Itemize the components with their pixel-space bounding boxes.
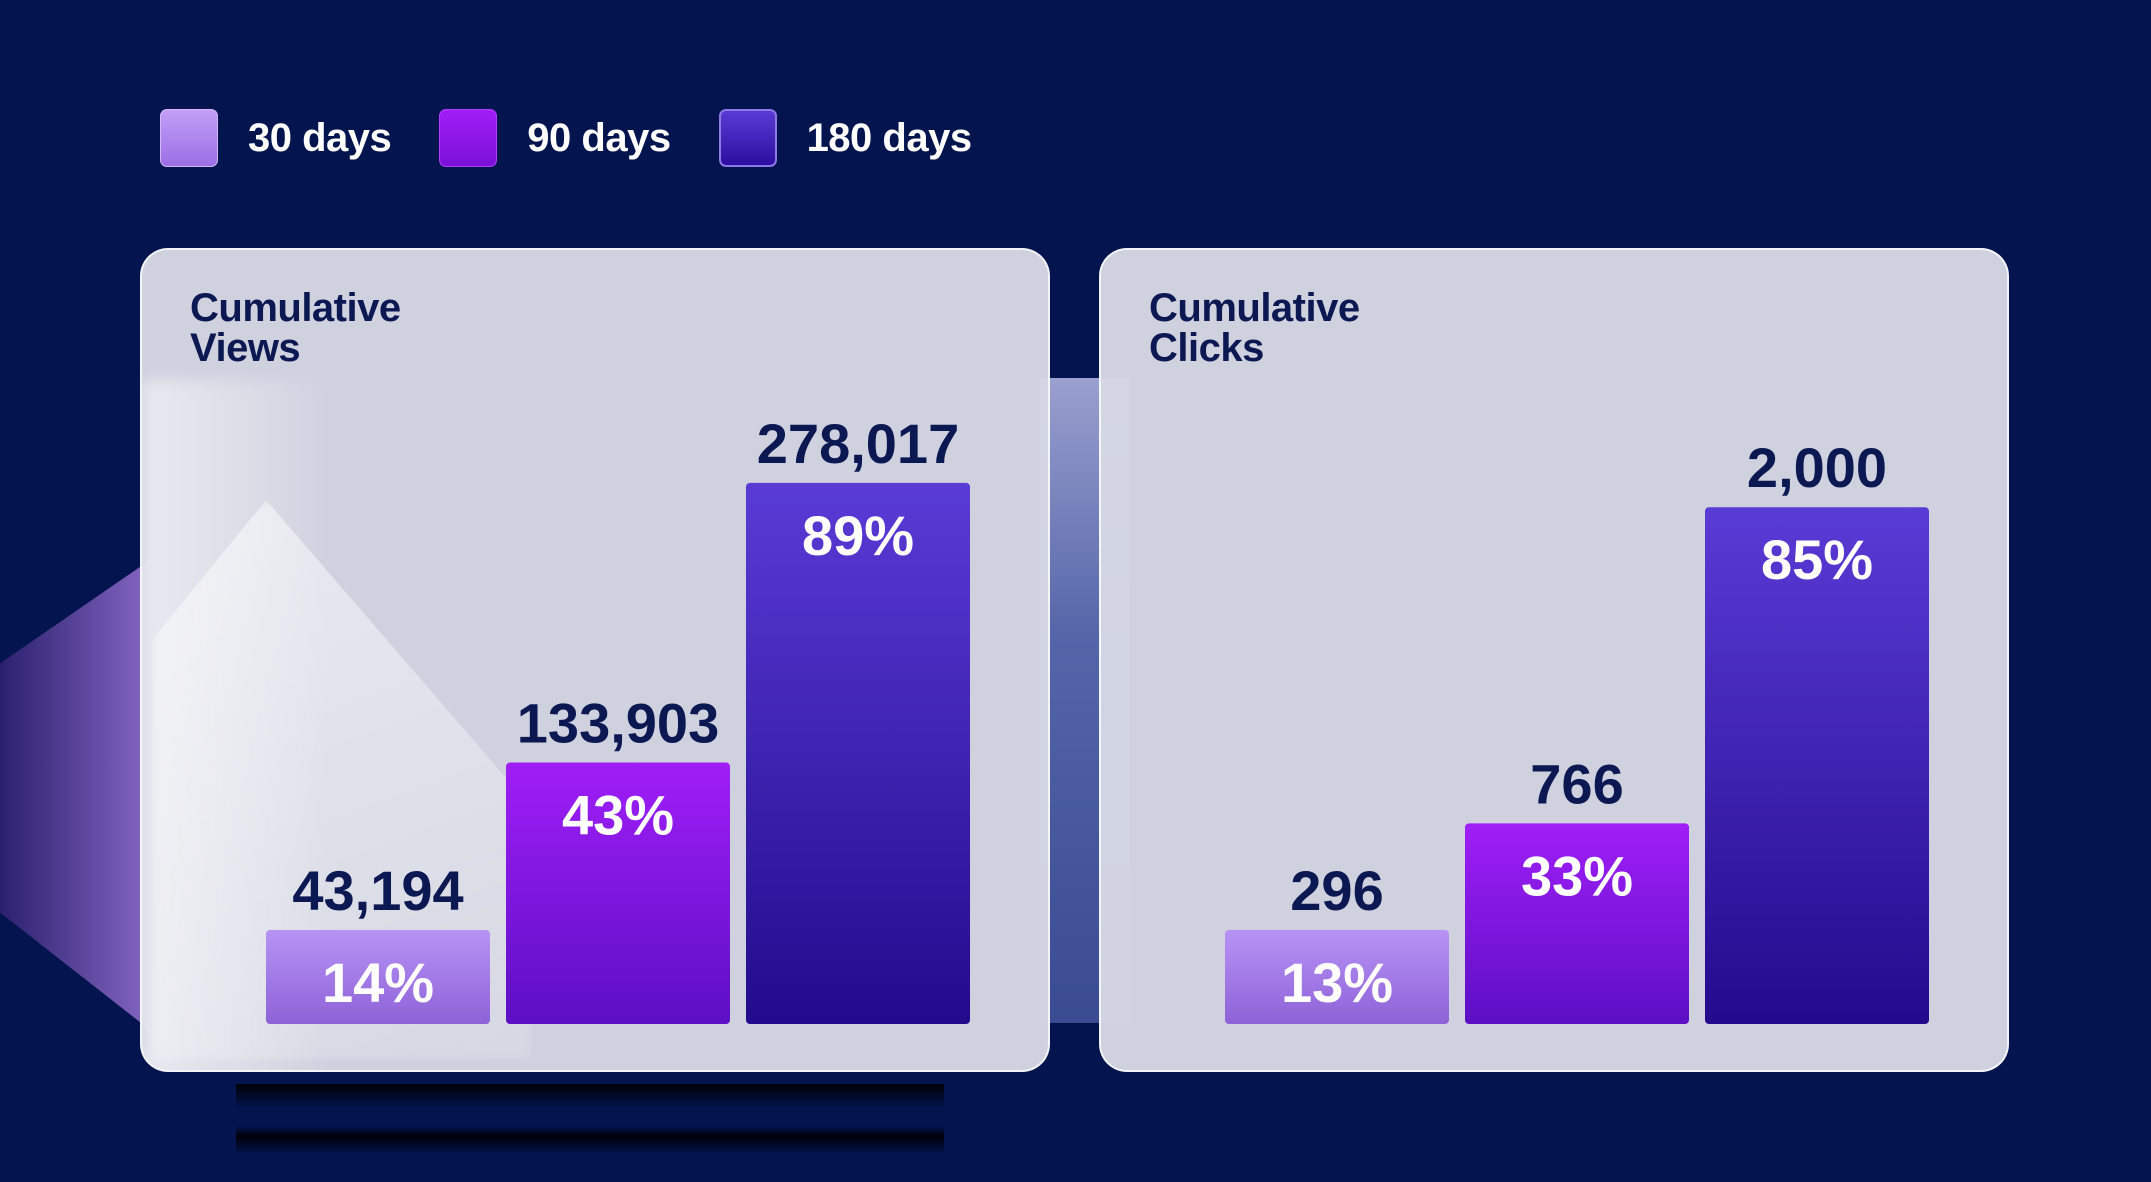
views-value-label-180-days: 278,017 (757, 412, 959, 475)
chart-legend: 30 days 90 days 180 days (160, 107, 1020, 169)
legend-label-180-days: 180 days (806, 115, 973, 160)
views-chart-title: Cumulative Views (190, 286, 401, 370)
clicks-chart-panel: Cumulative Clicks 296 13% 766 33% 2,000 85% (1099, 248, 2009, 1072)
clicks-percent-label-90-days: 33% (1521, 844, 1633, 907)
clicks-bar-180-days (1705, 507, 1929, 1024)
decorative-shape-left (0, 560, 150, 1030)
legend-label-90-days: 90 days (527, 115, 671, 160)
views-value-label-90-days: 133,903 (517, 692, 719, 755)
views-value-label-30-days: 43,194 (292, 859, 463, 922)
views-percent-label-90-days: 43% (562, 784, 674, 847)
clicks-percent-label-180-days: 85% (1761, 528, 1873, 591)
decorative-shadow-bottom (236, 1084, 944, 1154)
clicks-value-label-90-days: 766 (1530, 752, 1623, 815)
clicks-value-label-180-days: 2,000 (1747, 436, 1887, 499)
views-percent-label-30-days: 14% (322, 951, 434, 1014)
legend-swatch-90-days (439, 109, 498, 167)
clicks-chart-title: Cumulative Clicks (1149, 286, 1360, 370)
clicks-bar-chart: 296 13% 766 33% 2,000 85% (1225, 436, 1929, 1024)
clicks-percent-label-30-days: 13% (1281, 951, 1393, 1014)
legend-swatch-180-days (718, 109, 777, 167)
views-percent-label-180-days: 89% (802, 504, 914, 567)
legend-item-90-days: 90 days (439, 109, 671, 167)
views-bar-30-days (266, 930, 490, 1024)
views-bar-chart: 43,194 14% 133,903 43% 278,017 89% (266, 412, 970, 1024)
legend-swatch-30-days (160, 109, 218, 167)
views-chart-panel: Cumulative Views 43,194 14% 133,903 43% 278,… (140, 248, 1050, 1072)
legend-item-30-days: 30 days (160, 109, 392, 167)
views-bar-180-days (746, 482, 970, 1024)
clicks-value-label-30-days: 296 (1290, 859, 1383, 922)
legend-label-30-days: 30 days (248, 115, 392, 160)
clicks-bar-90-days (1465, 823, 1689, 1024)
views-bar-90-days (506, 762, 730, 1024)
legend-item-180-days: 180 days (718, 109, 973, 167)
clicks-bar-30-days (1225, 930, 1449, 1024)
